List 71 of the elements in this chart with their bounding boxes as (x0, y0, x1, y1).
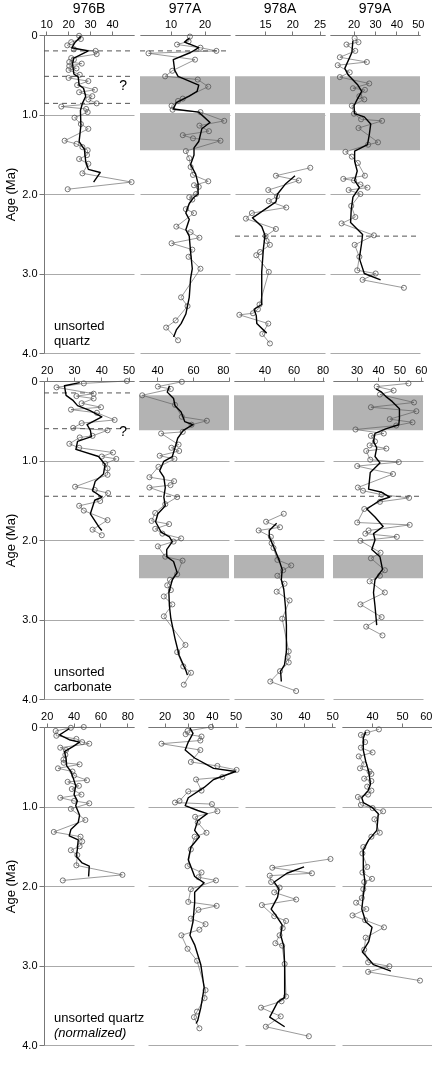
x-tick-label: 40 (258, 363, 272, 376)
x-tick-label: 50 (326, 709, 339, 722)
y-tick-label: 4.0 (22, 692, 38, 705)
annotation: ? (119, 76, 128, 93)
x-tick-label: 80 (217, 363, 230, 376)
y-tick-label: 3.0 (22, 613, 38, 625)
annotation: unsorted quartz (54, 1010, 145, 1025)
chart-title: 977A (168, 0, 203, 16)
y-axis-title: Age (Ma) (3, 513, 19, 568)
y-tick-label: 1.0 (22, 800, 38, 812)
y-tick-label: 2.0 (22, 879, 38, 892)
x-tick-label: 60 (287, 363, 301, 376)
annotation: ? (119, 422, 128, 439)
x-tick-label: 20 (347, 17, 361, 30)
x-tick-label: 40 (206, 709, 219, 722)
annotation: quartz (54, 333, 91, 348)
annotation: carbonate (54, 679, 112, 694)
x-tick-label: 40 (67, 709, 81, 722)
annotation: unsorted (54, 318, 105, 333)
x-tick-label: 10 (40, 17, 53, 30)
annotation: (normalized) (54, 1025, 127, 1040)
y-tick-label: 1.0 (22, 454, 38, 466)
x-tick-label: 15 (259, 17, 272, 30)
x-tick-label: 80 (121, 709, 134, 722)
x-tick-label: 60 (187, 363, 200, 376)
x-tick-label: 20 (41, 363, 54, 376)
y-tick-label: 0 (31, 28, 38, 41)
chart-title: 976B (72, 0, 106, 16)
x-tick-label: 80 (316, 363, 330, 376)
annotation: unsorted (54, 664, 105, 679)
y-tick-label: 2.0 (22, 533, 38, 546)
y-tick-label: 3.0 (22, 267, 38, 279)
x-tick-label: 60 (420, 709, 432, 722)
y-tick-label: 2.0 (22, 187, 38, 200)
y-tick-label: 4.0 (22, 1038, 38, 1051)
y-tick-label: 0 (31, 374, 38, 387)
x-tick-label: 50 (393, 363, 407, 376)
x-tick-label: 40 (298, 709, 311, 722)
x-tick-label: 20 (41, 709, 54, 722)
x-tick-label: 10 (164, 17, 178, 30)
x-tick-label: 50 (412, 17, 425, 30)
x-tick-label: 40 (151, 363, 164, 376)
x-tick-label: 40 (366, 709, 379, 722)
x-tick-label: 40 (372, 363, 385, 376)
y-tick-label: 1.0 (22, 108, 38, 120)
x-tick-label: 30 (369, 17, 382, 30)
x-tick-label: 20 (62, 17, 75, 30)
x-tick-label: 50 (396, 709, 409, 722)
x-tick-label: 40 (95, 363, 108, 376)
x-tick-label: 20 (286, 17, 299, 30)
x-tick-label: 50 (122, 363, 136, 376)
x-tick-label: 30 (350, 363, 364, 376)
x-tick-label: 30 (68, 363, 81, 376)
y-tick-label: 0 (31, 720, 38, 733)
x-tick-label: 25 (313, 17, 327, 30)
x-tick-label: 40 (390, 17, 404, 30)
x-tick-label: 60 (94, 709, 108, 722)
y-axis-title: Age (Ma) (3, 859, 19, 914)
x-tick-label: 40 (106, 17, 119, 30)
x-tick-label: 20 (198, 17, 212, 30)
x-tick-label: 30 (84, 17, 97, 30)
y-axis-title: Age (Ma) (3, 167, 19, 222)
x-tick-label: 50 (230, 709, 243, 722)
chart-title: 979A (358, 0, 393, 16)
x-tick-label: 30 (182, 709, 195, 722)
chart-title: 978A (263, 0, 298, 16)
x-tick-label: 60 (415, 363, 428, 376)
y-tick-label: 3.0 (22, 959, 38, 971)
x-tick-label: 20 (158, 709, 172, 722)
x-tick-label: 30 (270, 709, 283, 722)
y-tick-label: 4.0 (22, 346, 38, 359)
